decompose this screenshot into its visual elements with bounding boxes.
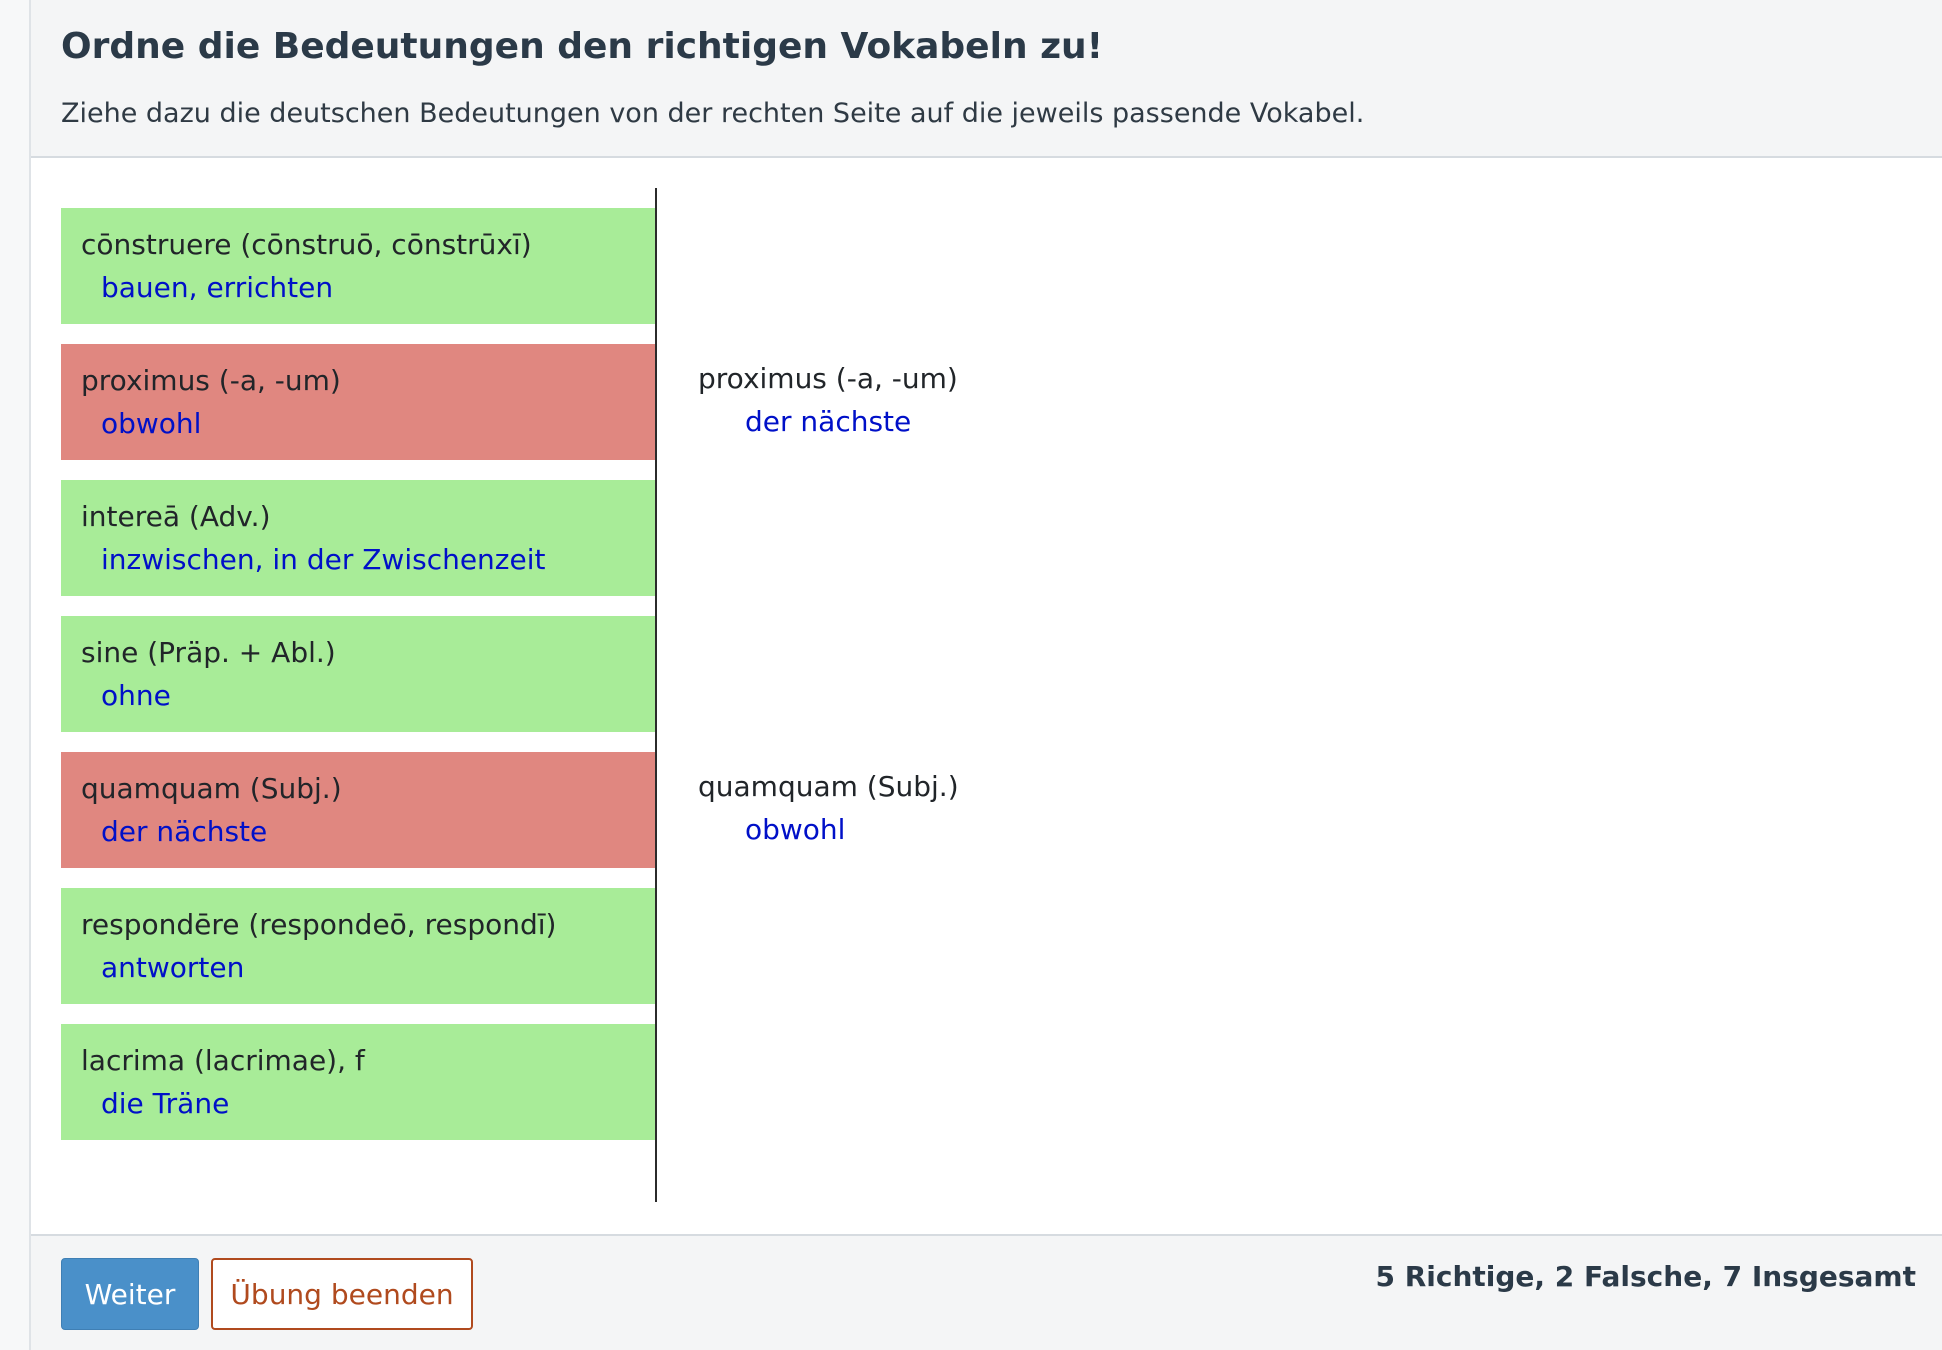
- correction-meaning: der nächste: [745, 405, 912, 438]
- vocab-card[interactable]: quamquam (Subj.) der nächste: [61, 752, 657, 868]
- left-page-strip: [0, 0, 29, 1350]
- vocab-meaning[interactable]: antworten: [101, 951, 245, 984]
- exercise-instruction: Ziehe dazu die deutschen Bedeutungen von…: [61, 98, 1365, 129]
- vocab-latin: proximus (-a, -um): [81, 364, 341, 397]
- vocab-latin: lacrima (lacrimae), f: [81, 1044, 365, 1077]
- vocab-meaning[interactable]: obwohl: [101, 407, 202, 440]
- vocabulary-list: cōnstruere (cōnstruō, cōnstrūxī) bauen, …: [61, 208, 657, 1160]
- exercise-header: Ordne die Bedeutungen den richtigen Voka…: [31, 0, 1942, 158]
- correction-item: quamquam (Subj.) obwohl: [698, 770, 959, 847]
- vocab-card[interactable]: proximus (-a, -um) obwohl: [61, 344, 657, 460]
- vocab-meaning[interactable]: bauen, errichten: [101, 271, 334, 304]
- vocab-card[interactable]: lacrima (lacrimae), f die Träne: [61, 1024, 657, 1140]
- exercise-panel: Ordne die Bedeutungen den richtigen Voka…: [29, 0, 1942, 1350]
- correction-meaning: obwohl: [745, 813, 846, 846]
- vocab-card[interactable]: cōnstruere (cōnstruō, cōnstrūxī) bauen, …: [61, 208, 657, 324]
- vocab-meaning[interactable]: ohne: [101, 679, 171, 712]
- vocab-latin: respondēre (respondeō, respondī): [81, 908, 557, 941]
- vocab-latin: intereā (Adv.): [81, 500, 271, 533]
- score-summary: 5 Richtige, 2 Falsche, 7 Insgesamt: [1375, 1260, 1916, 1293]
- correction-latin: proximus (-a, -um): [698, 362, 958, 395]
- correction-latin: quamquam (Subj.): [698, 770, 959, 803]
- vocab-latin: quamquam (Subj.): [81, 772, 342, 805]
- vocab-latin: cōnstruere (cōnstruō, cōnstrūxī): [81, 228, 532, 261]
- vocab-card[interactable]: respondēre (respondeō, respondī) antwort…: [61, 888, 657, 1004]
- vocab-meaning[interactable]: der nächste: [101, 815, 268, 848]
- vocab-meaning[interactable]: die Träne: [101, 1087, 230, 1120]
- vocab-meaning[interactable]: inzwischen, in der Zwischenzeit: [101, 543, 546, 576]
- vocab-latin: sine (Präp. + Abl.): [81, 636, 336, 669]
- exercise-footer: Weiter Übung beenden 5 Richtige, 2 Falsc…: [31, 1234, 1942, 1350]
- exercise-title: Ordne die Bedeutungen den richtigen Voka…: [61, 26, 1104, 67]
- correction-item: proximus (-a, -um) der nächste: [698, 362, 958, 439]
- vocab-card[interactable]: intereā (Adv.) inzwischen, in der Zwisch…: [61, 480, 657, 596]
- column-divider: [655, 188, 657, 1202]
- vocab-card[interactable]: sine (Präp. + Abl.) ohne: [61, 616, 657, 732]
- end-exercise-button[interactable]: Übung beenden: [211, 1258, 473, 1330]
- next-button[interactable]: Weiter: [61, 1258, 199, 1330]
